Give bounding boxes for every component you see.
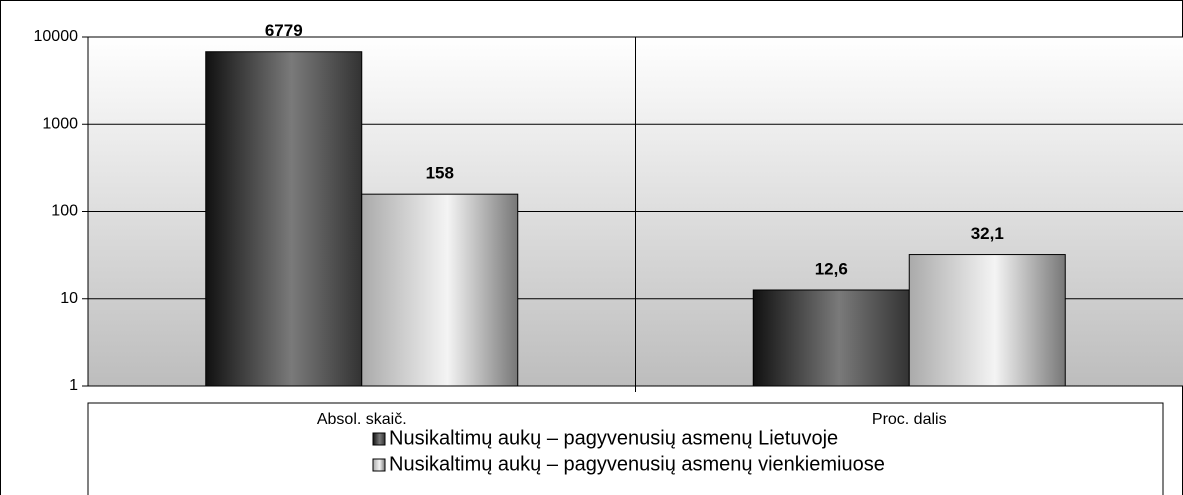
y-tick-label: 100 <box>51 203 78 220</box>
legend-box <box>87 402 1164 495</box>
bar <box>361 193 519 387</box>
value-label: 6779 <box>265 21 303 40</box>
bar <box>205 51 363 387</box>
legend-label: Nusikaltimų aukų – pagyvenusių asmenų vi… <box>389 453 885 475</box>
x-tick-label: Proc. dalis <box>872 411 947 428</box>
bar <box>908 254 1066 387</box>
x-tick-label: Absol. skaič. <box>317 411 407 428</box>
legend-marker <box>372 458 386 472</box>
value-label: 158 <box>426 164 454 183</box>
value-label: 32,1 <box>971 224 1004 243</box>
legend-label: Nusikaltimų aukų – pagyvenusių asmenų Li… <box>389 427 838 449</box>
y-tick-label: 10000 <box>34 28 79 45</box>
value-label: 12,6 <box>815 259 848 278</box>
legend-marker <box>372 432 386 446</box>
y-tick-label: 1000 <box>42 115 78 132</box>
y-tick-label: 10 <box>60 290 78 307</box>
y-tick-label: 1 <box>69 377 78 394</box>
bar <box>752 289 910 387</box>
